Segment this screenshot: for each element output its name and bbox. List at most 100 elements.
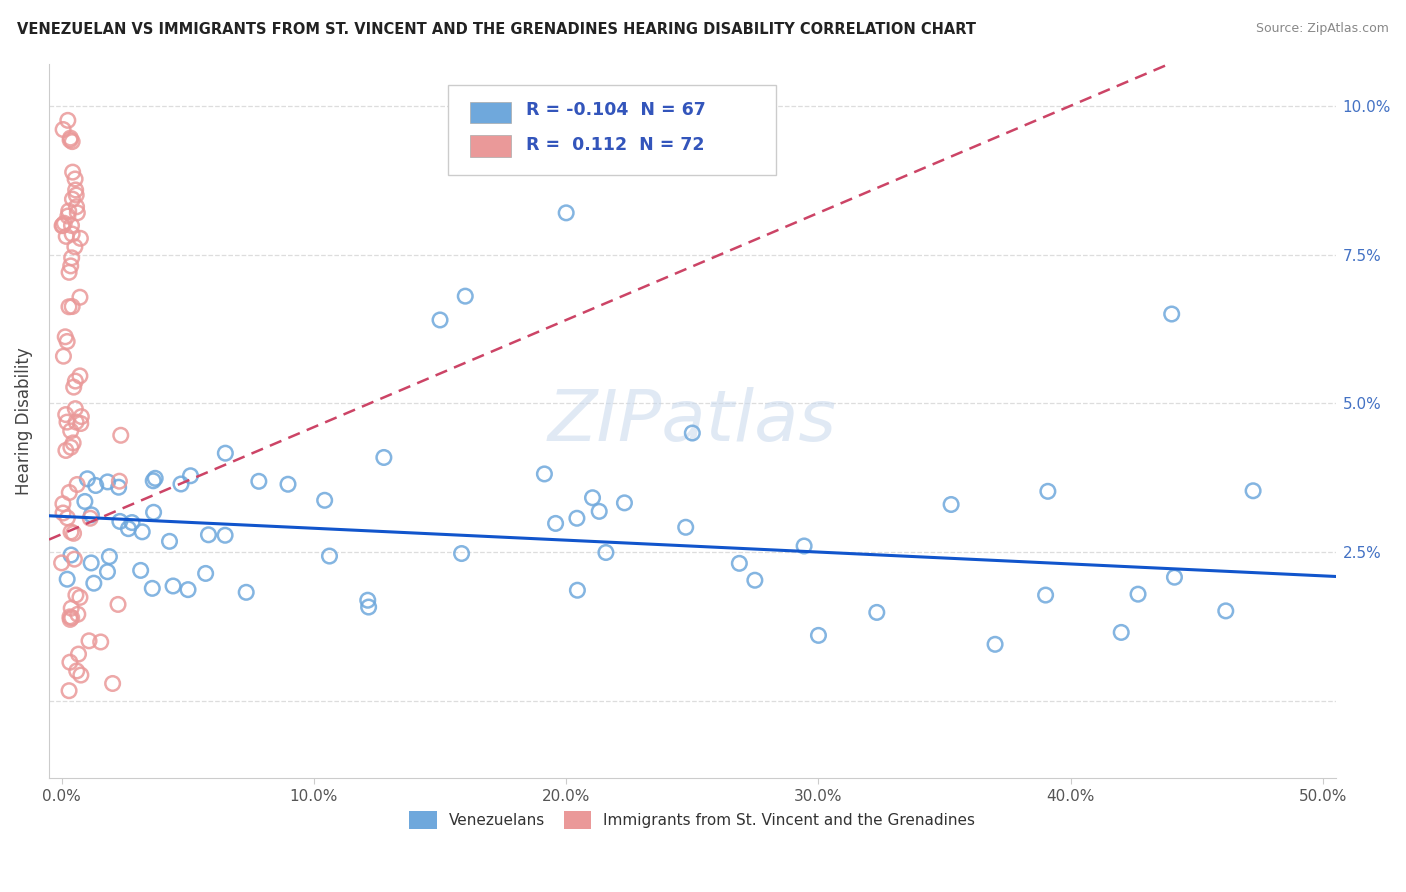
Point	[84, 478, 107, 492]
Point	[214, 446, 236, 460]
Point	[59, 259, 82, 273]
Point	[56, 113, 79, 128]
Point	[613, 496, 636, 510]
Point	[60, 135, 83, 149]
Point	[429, 313, 451, 327]
Point	[66, 664, 89, 678]
Point	[314, 493, 336, 508]
Point	[544, 516, 567, 531]
Point	[170, 477, 193, 491]
Text: ZIPatlas: ZIPatlas	[548, 386, 837, 456]
Point	[55, 229, 77, 244]
Point	[373, 450, 395, 465]
Point	[142, 505, 165, 519]
Point	[984, 637, 1007, 651]
Point	[180, 468, 202, 483]
Point	[80, 508, 103, 522]
Point	[66, 607, 89, 622]
Point	[69, 368, 91, 383]
Point	[744, 573, 766, 587]
Point	[143, 471, 166, 485]
Point	[129, 563, 152, 577]
Point	[62, 436, 84, 450]
Point	[60, 251, 83, 265]
Point	[110, 428, 132, 442]
Point	[53, 216, 76, 230]
Text: R =  0.112  N = 72: R = 0.112 N = 72	[526, 136, 704, 153]
Point	[807, 628, 830, 642]
Point	[141, 582, 163, 596]
Point	[793, 539, 815, 553]
Point	[53, 330, 76, 344]
Point	[59, 440, 82, 454]
Point	[235, 585, 257, 599]
Point	[107, 598, 129, 612]
Point	[567, 583, 589, 598]
Point	[159, 534, 181, 549]
Point	[675, 520, 697, 534]
Point	[533, 467, 555, 481]
Point	[56, 415, 79, 429]
Point	[60, 548, 83, 562]
Point	[67, 647, 90, 661]
Point	[247, 475, 270, 489]
Point	[79, 511, 101, 525]
FancyBboxPatch shape	[449, 86, 776, 175]
Point	[65, 183, 87, 197]
Point	[101, 676, 124, 690]
Point	[581, 491, 603, 505]
Point	[73, 494, 96, 508]
Point	[69, 417, 91, 431]
FancyBboxPatch shape	[470, 136, 510, 157]
Text: Source: ZipAtlas.com: Source: ZipAtlas.com	[1256, 22, 1389, 36]
Point	[117, 522, 139, 536]
Point	[65, 188, 87, 202]
Point	[69, 231, 91, 245]
Point	[59, 131, 82, 145]
Point	[177, 582, 200, 597]
Point	[62, 526, 84, 541]
Point	[90, 635, 112, 649]
Point	[108, 515, 131, 529]
Point	[55, 443, 77, 458]
Point	[939, 498, 962, 512]
Point	[69, 591, 91, 605]
Point	[450, 547, 472, 561]
Point	[58, 300, 80, 314]
Point	[56, 572, 79, 586]
Point	[58, 265, 80, 279]
Point	[277, 477, 299, 491]
Point	[63, 552, 86, 566]
Point	[52, 219, 75, 233]
Point	[1126, 587, 1149, 601]
Point	[66, 206, 89, 220]
Point	[70, 409, 93, 424]
Point	[63, 240, 86, 254]
Point	[59, 610, 82, 624]
Point	[98, 549, 121, 564]
Point	[131, 524, 153, 539]
Point	[357, 600, 380, 615]
Point	[1215, 604, 1237, 618]
Point	[59, 655, 82, 669]
Point	[681, 425, 703, 440]
Point	[588, 504, 610, 518]
Point	[595, 545, 617, 559]
Point	[65, 588, 87, 602]
Point	[197, 528, 219, 542]
Point	[62, 192, 84, 206]
Point	[62, 380, 84, 394]
Point	[357, 593, 380, 607]
Point	[107, 480, 129, 494]
Point	[59, 612, 82, 626]
Point	[76, 472, 98, 486]
Point	[52, 122, 75, 136]
Point	[51, 219, 73, 233]
Point	[65, 200, 87, 214]
Point	[60, 219, 83, 233]
Point	[214, 528, 236, 542]
Point	[83, 576, 105, 591]
Point	[65, 415, 87, 429]
Legend: Venezuelans, Immigrants from St. Vincent and the Grenadines: Venezuelans, Immigrants from St. Vincent…	[404, 805, 981, 835]
Point	[60, 610, 83, 624]
